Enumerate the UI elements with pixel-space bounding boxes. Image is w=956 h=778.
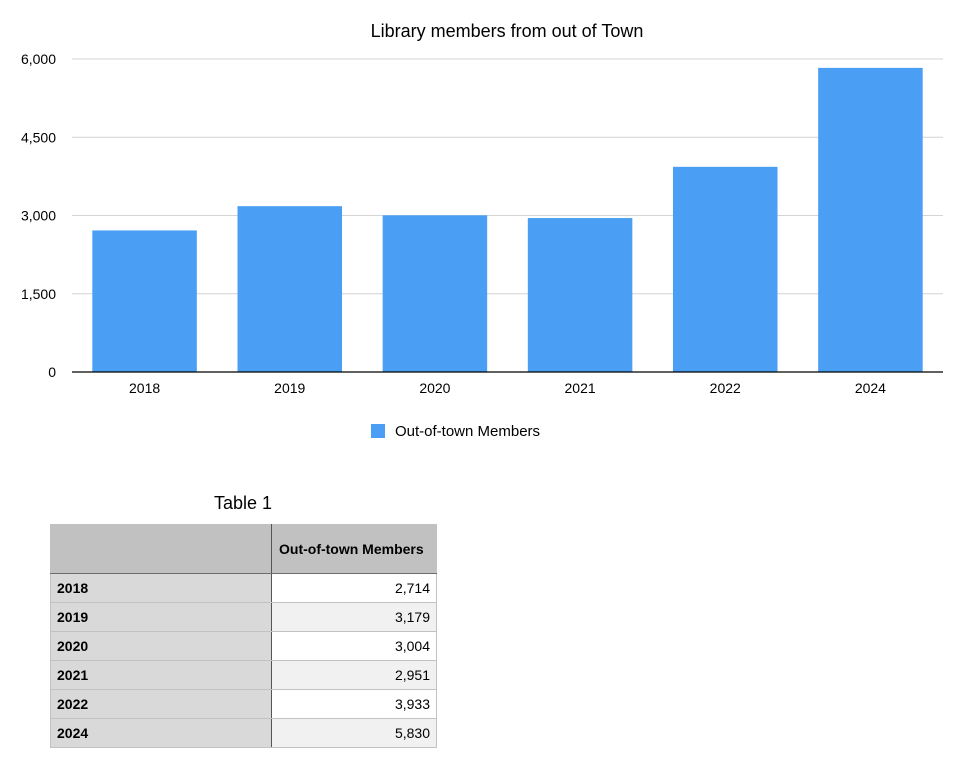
table-row: 2022 3,933 xyxy=(50,689,437,719)
table-row: 2019 3,179 xyxy=(50,602,437,632)
table-row-label: 2020 xyxy=(50,631,272,661)
bar-2018 xyxy=(92,230,197,372)
table-header-members: Out-of-town Members xyxy=(271,524,437,574)
table-row-value: 3,933 xyxy=(271,689,437,719)
table-title-text: Table 1 xyxy=(213,493,273,513)
table-row-label: 2024 xyxy=(50,718,272,748)
x-axis-ticks: 2018 2019 2020 2021 2022 2024 xyxy=(129,380,886,396)
y-tick-label: 4,500 xyxy=(21,129,56,145)
y-tick-label: 0 xyxy=(48,364,56,380)
bar-2021 xyxy=(527,218,633,372)
x-tick-label: 2019 xyxy=(274,380,305,396)
table-row: 2024 5,830 xyxy=(50,718,437,748)
table-row: 2018 2,714 xyxy=(50,573,437,603)
x-tick-label: 2022 xyxy=(710,380,741,396)
x-tick-label: 2020 xyxy=(419,380,450,396)
y-tick-label: 1,500 xyxy=(21,286,56,302)
table-row-value: 5,830 xyxy=(271,718,437,748)
bars xyxy=(92,67,923,372)
table-row-value: 3,004 xyxy=(271,631,437,661)
x-tick-label: 2024 xyxy=(855,380,886,396)
legend-label: Out-of-town Members xyxy=(395,422,541,440)
bar-chart: Library members from out of Town 0 1,500 3… xyxy=(21,21,943,396)
table-row-label: 2019 xyxy=(50,602,272,632)
table-row-value: 3,179 xyxy=(271,602,437,632)
x-tick-label: 2018 xyxy=(129,380,160,396)
table-title: Table 1 xyxy=(50,493,436,514)
y-tick-label: 6,000 xyxy=(21,51,56,67)
bar-2022 xyxy=(672,166,778,372)
x-tick-label: 2021 xyxy=(565,380,596,396)
y-axis-ticks: 0 1,500 3,000 4,500 6,000 xyxy=(21,51,56,380)
bar-2019 xyxy=(237,206,343,372)
data-table: Out-of-town Members 2018 2,714 2019 3,17… xyxy=(50,524,437,748)
table-header-row: Out-of-town Members xyxy=(50,524,437,574)
gridlines xyxy=(72,58,943,295)
chart-legend: Out-of-town Members xyxy=(371,421,540,441)
table-header-corner xyxy=(50,524,272,574)
legend-swatch xyxy=(371,424,385,438)
table-row: 2021 2,951 xyxy=(50,660,437,690)
bar-2024 xyxy=(818,67,923,372)
table-row-label: 2022 xyxy=(50,689,272,719)
table-row-value: 2,951 xyxy=(271,660,437,690)
chart-title: Library members from out of Town xyxy=(371,21,644,41)
table-row-label: 2021 xyxy=(50,660,272,690)
table-row: 2020 3,004 xyxy=(50,631,437,661)
table-row-value: 2,714 xyxy=(271,573,437,603)
y-tick-label: 3,000 xyxy=(21,208,56,224)
bar-2020 xyxy=(382,215,488,372)
table-row-label: 2018 xyxy=(50,573,272,603)
